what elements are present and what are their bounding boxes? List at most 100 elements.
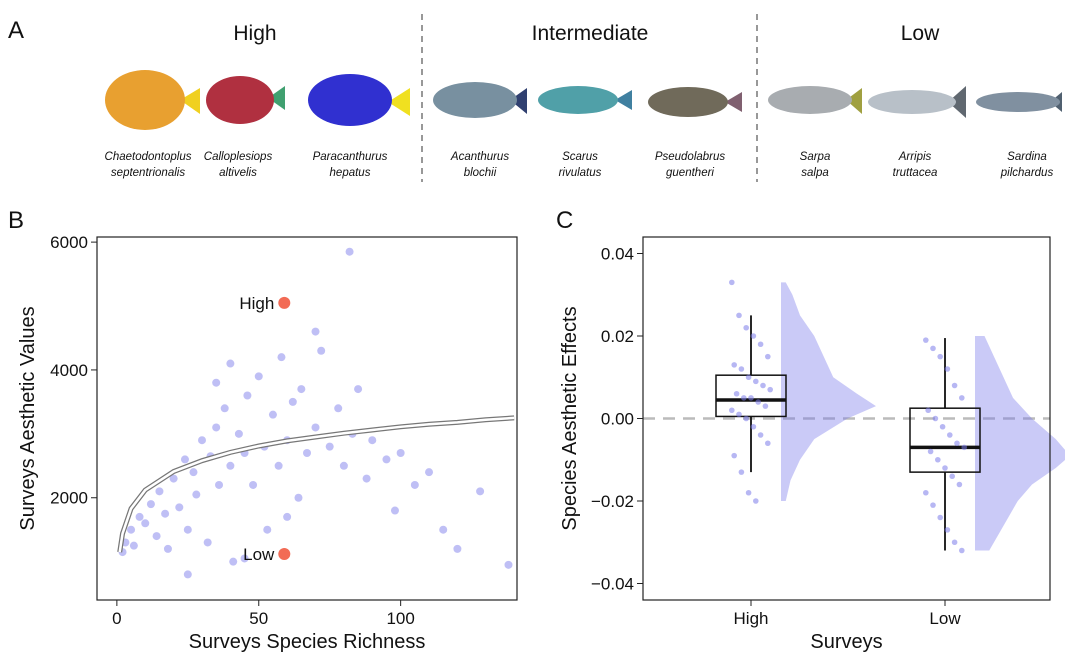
point [152,532,161,541]
panel-label: C [556,207,573,234]
point [944,527,951,533]
point [745,374,752,381]
group-title: High [233,22,276,45]
point [736,312,742,319]
point [949,473,955,480]
y-tick-label: 4000 [50,361,88,380]
point [198,436,206,445]
point [767,386,773,393]
x-tick-label: Low [929,609,961,628]
point [382,455,391,464]
point [311,327,320,336]
point [750,423,757,430]
species-genus: Chaetodontoplus [105,151,192,163]
point [163,544,172,553]
point [288,397,297,406]
point [743,324,749,331]
point [192,490,201,499]
point [249,480,258,489]
point [226,359,235,368]
point [183,525,192,534]
point [932,415,939,422]
point [212,378,221,387]
species-epithet: truttacea [893,167,938,179]
point [942,465,948,471]
point [743,415,749,422]
point [345,247,354,256]
point [765,440,771,447]
x-tick-label: 100 [386,609,414,628]
point [175,503,184,512]
point [504,560,513,569]
point [923,489,929,496]
y-tick-label: 2000 [50,489,88,508]
point [476,487,485,496]
point [937,353,943,360]
box [715,374,787,418]
y-tick-label: 6000 [50,233,88,252]
point [956,481,963,488]
point [729,279,735,286]
highlight-label: High [239,294,274,313]
point [930,502,936,508]
species-epithet: guentheri [666,167,714,179]
point [959,547,965,554]
point [923,337,929,343]
point [731,452,737,459]
x-axis-title: Surveys Species Richness [189,631,426,653]
point [325,442,334,451]
point [220,404,229,413]
fit-line [118,416,515,553]
y-axis-title: Species Aesthetic Effects [559,306,581,530]
species-genus: Pseudolabrus [655,151,726,163]
group-title: Intermediate [532,22,649,45]
point [141,519,150,528]
species-epithet: blochii [464,167,497,179]
species-epithet: rivulatus [559,167,602,179]
point [959,395,965,401]
fish-illustrations [105,70,1062,130]
species-epithet: hepatus [330,167,371,179]
point [354,385,363,394]
point [212,423,221,432]
species-genus: Sarpa [800,151,831,163]
point [410,480,419,489]
point [268,410,277,419]
point [738,469,745,475]
point [263,525,272,534]
point [215,480,224,489]
point [755,399,761,405]
point [294,493,303,502]
point [135,512,144,521]
y-tick-label: 0.00 [601,410,634,429]
panel-label: A [8,17,24,44]
point [729,407,735,414]
species-epithet: altivelis [219,167,257,179]
point [226,461,235,470]
point [947,432,953,438]
y-axis-title: Surveys Aesthetic Values [17,306,39,530]
density [781,282,876,501]
point [753,498,759,504]
point [303,449,311,458]
point [317,346,326,355]
y-tick-label: −0.02 [591,492,634,511]
point [155,487,164,496]
point [930,345,936,352]
point [396,449,405,458]
point [951,382,958,389]
point [183,570,192,579]
point [954,440,960,447]
species-epithet: pilchardus [1000,167,1054,179]
point [203,538,212,547]
point [760,382,766,389]
point [297,385,306,394]
point [736,411,742,418]
point [362,474,371,483]
panel-label: B [8,207,24,234]
y-tick-label: 0.04 [601,245,634,264]
group-title: Low [901,22,940,45]
point [757,341,764,348]
point [390,506,399,515]
species-epithet: septentrionalis [111,167,185,179]
